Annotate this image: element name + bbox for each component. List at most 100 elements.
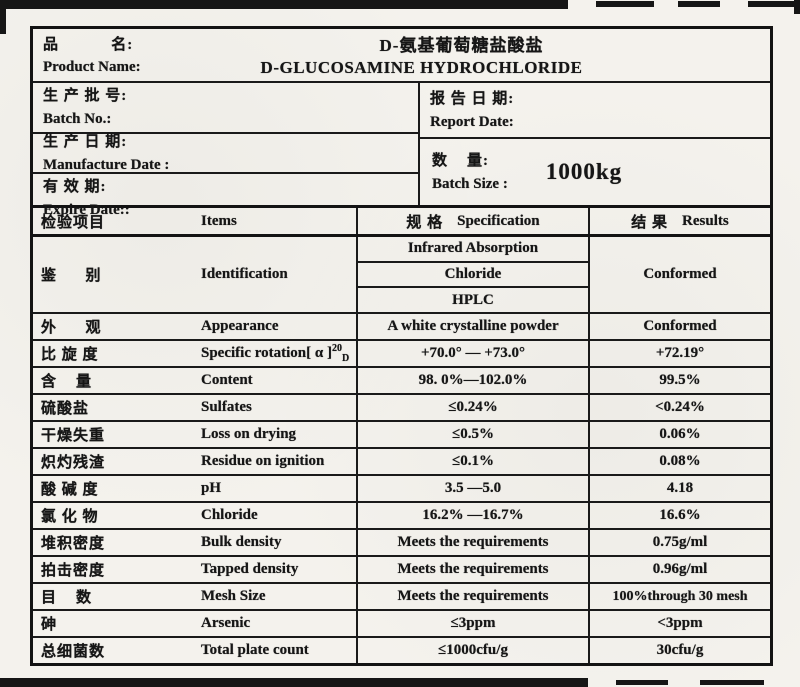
row-spec: ≤0.1% [356,449,588,474]
row-result: 0.96g/ml [588,557,770,582]
row-spec: ≤1000cfu/g [356,638,588,663]
header-items-cn: 检验项目 [41,214,106,231]
row-spec: A white crystalline powder [356,314,588,339]
row-en: Total plate count [201,642,309,658]
scan-artifact-bottom-dash-2 [700,680,764,685]
table-row-mesh-size: 目 数 Mesh Size Meets the requirements 100%… [33,582,770,609]
report-date-label-en: Report Date: [430,113,514,130]
row-spec: 3.5 —5.0 [356,476,588,501]
row-cn: 拍击密度 [41,563,106,579]
product-name-en: D-GLUCOSAMINE HYDROCHLORIDE [260,57,583,77]
row-result: +72.19° [588,341,770,366]
identification-row: 鉴 别 Identification Infrared Absorption C… [33,234,770,312]
row-spec: ≤0.5% [356,422,588,447]
rotation-sup: 20 [332,343,342,354]
table-row-residue-on-ignition: 炽灼残渣 Residue on ignition ≤0.1% 0.08% [33,447,770,474]
row-result: 30cfu/g [588,638,770,663]
quantity-value: 1000kg [545,159,623,184]
certificate-table: 品 名: D-氨基葡萄糖盐酸盐 Product Name: D-GLUCOSAM… [30,26,773,666]
header-results-en: Results [682,212,729,229]
identification-specs: Infrared Absorption Chloride HPLC [356,237,588,312]
product-label-cn: 品 名: [43,37,134,53]
identification-spec-chloride: Chloride [358,260,588,287]
rotation-sub: D [342,353,350,364]
scan-artifact-bottom-bar [0,678,588,687]
header-items-en: Items [201,212,237,229]
expire-date-label-cn: 有 效 期: [43,179,107,195]
header-spec-cn: 规 格 [406,214,444,231]
row-en: Bulk density [201,534,282,550]
header-spec-en: Specification [457,212,540,229]
quantity-field: 数 量: Batch Size : 1000kg [420,139,770,205]
row-en: Mesh Size [201,588,266,604]
header-items: 检验项目 Items [33,208,356,234]
product-name-row: 品 名: D-氨基葡萄糖盐酸盐 Product Name: D-GLUCOSAM… [33,29,770,81]
row-result: 99.5% [588,368,770,393]
identification-spec-hplc: HPLC [358,286,588,312]
row-en: Appearance [201,318,279,334]
row-cn: 砷 [41,617,58,633]
row-cn: 酸 碱 度 [41,482,99,498]
scan-artifact-top-dash-1 [596,1,654,7]
header-specification: 规 格 Specification [356,208,588,234]
info-right-column: 报 告 日 期: Report Date: 数 量: Batch Size : … [418,83,770,205]
identification-en: Identification [201,266,288,282]
product-name-cn: D-氨基葡萄糖盐酸盐 [379,36,544,55]
row-cn: 堆积密度 [41,536,106,552]
scan-artifact-top-bar [0,0,568,9]
scan-artifact-top-dash-2 [678,1,720,7]
manufacture-date-field: 生 产 日 期: Manufacture Date : [33,134,418,174]
scan-artifact-bottom-dash-1 [616,680,668,685]
table-row-appearance: 外 观 Appearance A white crystalline powder… [33,312,770,339]
row-cn: 氯 化 物 [41,509,99,525]
header-results: 结 果 Results [588,208,770,234]
identification-item: 鉴 别 Identification [33,237,356,312]
row-en: Specific rotation[ α ]20D [201,343,350,364]
row-en: Loss on drying [201,426,297,442]
row-cn: 硫酸盐 [41,401,90,417]
table-row-loss-on-drying: 干燥失重 Loss on drying ≤0.5% 0.06% [33,420,770,447]
row-spec: Meets the requirements [356,530,588,555]
row-en: Content [201,372,253,388]
row-en: Sulfates [201,399,252,415]
table-header-row: 检验项目 Items 规 格 Specification 结 果 Results [33,205,770,234]
table-row-ph: 酸 碱 度 pH 3.5 —5.0 4.18 [33,474,770,501]
scan-artifact-left-strip [0,0,6,34]
row-cn: 含 量 [41,374,93,390]
row-cn: 总细菌数 [41,644,106,660]
row-result: 0.75g/ml [588,530,770,555]
table-row-sulfates: 硫酸盐 Sulfates ≤0.24% <0.24% [33,393,770,420]
identification-cn: 鉴 别 [41,268,102,284]
header-results-cn: 结 果 [631,214,669,231]
row-cn: 外 观 [41,320,102,336]
row-result: 0.06% [588,422,770,447]
report-date-label-cn: 报 告 日 期: [430,90,515,107]
quantity-label-cn: 数 量: [432,152,489,169]
row-spec: Meets the requirements [356,557,588,582]
batch-no-label-cn: 生 产 批 号: [43,88,128,104]
row-cn: 炽灼残渣 [41,455,106,471]
table-row-tapped-density: 拍击密度 Tapped density Meets the requirement… [33,555,770,582]
table-row-total-plate-count: 总细菌数 Total plate count ≤1000cfu/g 30cfu/g [33,636,770,663]
row-en: Tapped density [201,561,299,577]
report-date-field: 报 告 日 期: Report Date: [420,83,770,139]
row-result: 0.08% [588,449,770,474]
batch-no-label-en: Batch No.: [43,111,112,127]
row-spec: +70.0° — +73.0° [356,341,588,366]
table-row-content: 含 量 Content 98. 0%—102.0% 99.5% [33,366,770,393]
quantity-label-en: Batch Size : [432,175,508,192]
expire-date-field: 有 效 期: Expire Date:: [33,174,418,223]
identification-spec-infrared: Infrared Absorption [407,240,539,257]
row-cn: 目 数 [41,590,93,606]
table-row-specific-rotation: 比 旋 度 Specific rotation[ α ]20D +70.0° —… [33,339,770,366]
row-spec: ≤3ppm [356,611,588,636]
row-result: Conformed [588,314,770,339]
info-block: 生 产 批 号: Batch No.: 生 产 日 期: Manufacture… [33,81,770,218]
row-result: <3ppm [588,611,770,636]
table-row-chloride: 氯 化 物 Chloride 16.2% —16.7% 16.6% [33,501,770,528]
row-cn: 比 旋 度 [41,347,99,363]
scan-artifact-top-dash-3 [748,1,794,7]
row-result: 16.6% [588,503,770,528]
row-en: Arsenic [201,615,251,631]
